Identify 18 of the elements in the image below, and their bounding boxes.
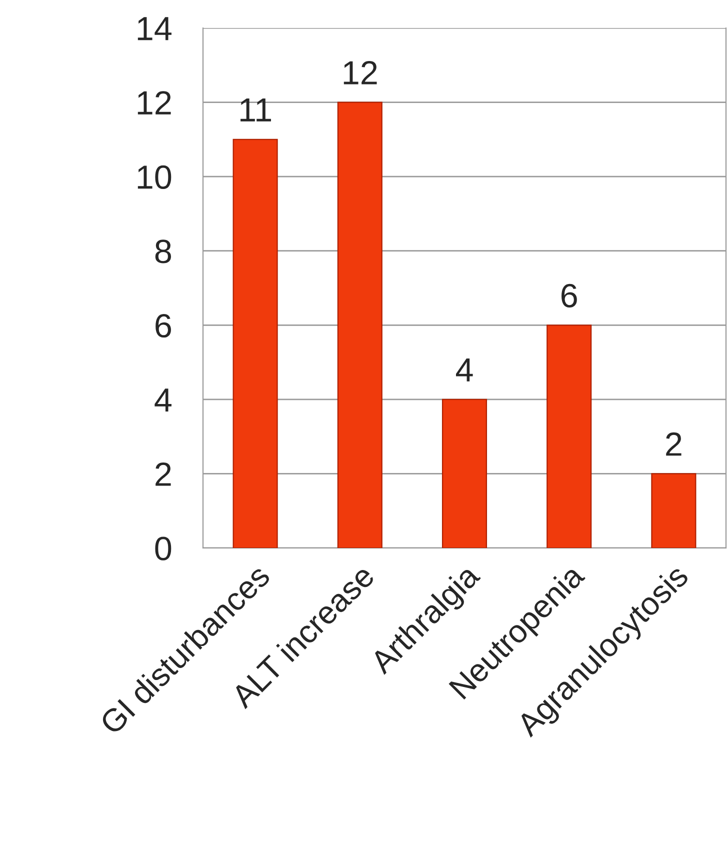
data-label: 2 bbox=[666, 432, 682, 456]
y-tick-label: 4 bbox=[154, 388, 172, 412]
data-label: 4 bbox=[456, 358, 473, 382]
y-tick-label: 0 bbox=[155, 536, 172, 560]
data-label: 6 bbox=[562, 284, 577, 308]
data-label: 12 bbox=[344, 60, 377, 84]
bar bbox=[442, 398, 488, 548]
y-tick-label: 14 bbox=[138, 17, 172, 40]
y-tick-label: 12 bbox=[138, 91, 171, 114]
bar bbox=[546, 324, 592, 548]
y-tick-label: 6 bbox=[156, 314, 171, 338]
bar bbox=[232, 138, 278, 548]
bar bbox=[337, 102, 382, 548]
y-tick-label: 2 bbox=[156, 462, 171, 486]
bar bbox=[651, 473, 696, 548]
data-label: 11 bbox=[240, 98, 271, 122]
y-tick-label: 8 bbox=[155, 240, 171, 264]
y-tick-label: 10 bbox=[138, 165, 172, 189]
